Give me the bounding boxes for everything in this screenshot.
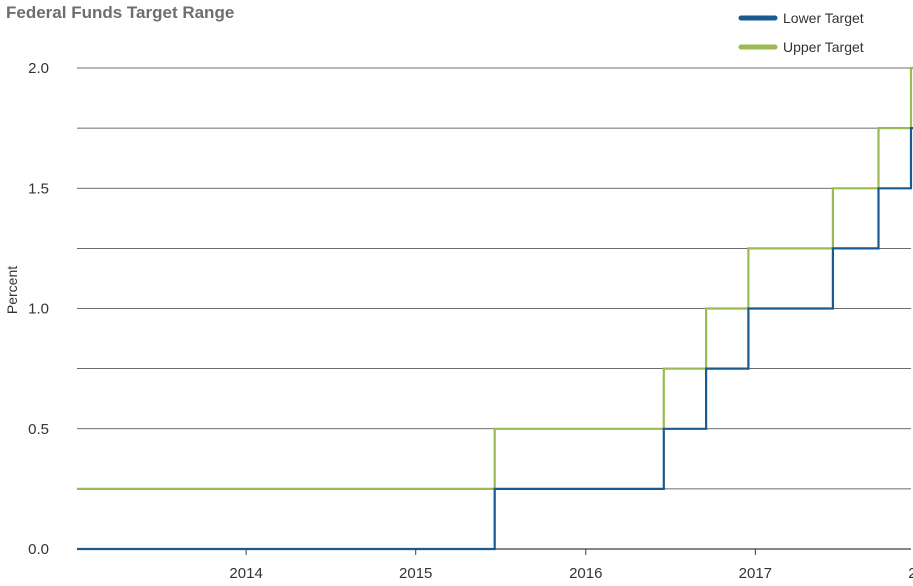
x-tick-label: 2016 bbox=[569, 565, 602, 582]
series-line-upper-target bbox=[77, 66, 913, 490]
legend-label-upper-target: Upper Target bbox=[783, 39, 864, 55]
x-tick-label: 2014 bbox=[229, 565, 262, 582]
y-axis-label: Percent bbox=[4, 266, 20, 314]
legend: Lower Target Upper Target bbox=[738, 10, 864, 55]
y-tick-label: 1.0 bbox=[28, 301, 49, 318]
legend-label-lower-target: Lower Target bbox=[783, 10, 864, 26]
axes: Percent 0.0 0.5 1.0 1.5 2.0 2014 2015 2016 2017 2… bbox=[4, 60, 913, 582]
y-tick-label: 0.5 bbox=[28, 421, 49, 438]
x-tick-label: 2018 bbox=[908, 565, 913, 582]
chart-title: Federal Funds Target Range bbox=[6, 3, 235, 22]
y-tick-label: 0.0 bbox=[28, 541, 49, 558]
series-line-lower-target bbox=[77, 127, 913, 551]
x-tick-label: 2017 bbox=[739, 565, 772, 582]
series-lines bbox=[77, 66, 913, 551]
gridlines bbox=[77, 67, 911, 490]
y-tick-label: 2.0 bbox=[28, 60, 49, 77]
x-tick-label: 2015 bbox=[399, 565, 432, 582]
y-tick-label: 1.5 bbox=[28, 180, 49, 197]
